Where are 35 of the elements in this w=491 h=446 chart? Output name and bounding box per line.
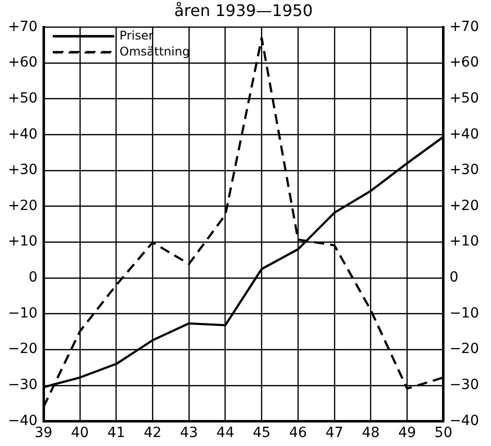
x-tick-label: 45 [252,425,271,442]
x-tick-label: 44 [216,425,234,442]
y2-tick-label: −20 [449,341,479,358]
y-tick-label: −20 [8,341,38,358]
y2-tick-label: +70 [449,18,479,35]
x-tick-label: 39 [34,425,52,442]
x-tick-label: 48 [362,425,380,442]
x-tick-label: 42 [144,425,162,442]
y2-tick-label: +50 [449,90,479,106]
y2-tick-label: +20 [449,198,479,214]
x-tick-label: 41 [107,425,126,442]
y-tick-label: +30 [8,162,38,178]
y2-tick-label: +10 [449,234,479,250]
y2-tick-label: −30 [449,377,479,394]
y-tick-label: +10 [8,234,38,250]
x-tick-label: 46 [289,425,308,442]
y-tick-label: +50 [8,90,38,106]
y-tick-label: 0 [28,270,38,286]
x-tick-label: 43 [180,425,198,442]
y-tick-label: +60 [8,54,38,71]
y2-tick-label: +30 [449,162,479,178]
chart-title: åren 1939—1950 [174,0,313,20]
y-tick-label: −10 [8,305,38,322]
y2-tick-label: +60 [449,54,479,71]
y2-tick-label: 0 [449,270,458,286]
y-tick-label: +20 [8,198,38,214]
y-tick-label: −30 [8,377,38,394]
x-tick-label: 50 [434,425,452,442]
y2-tick-label: +40 [449,126,479,142]
y2-tick-label: −10 [449,305,479,322]
y-tick-label: +40 [8,126,38,142]
x-tick-label: 47 [325,425,344,442]
x-tick-label: 40 [70,425,89,442]
y-tick-label: +70 [8,18,38,35]
x-tick-label: 49 [398,425,416,442]
